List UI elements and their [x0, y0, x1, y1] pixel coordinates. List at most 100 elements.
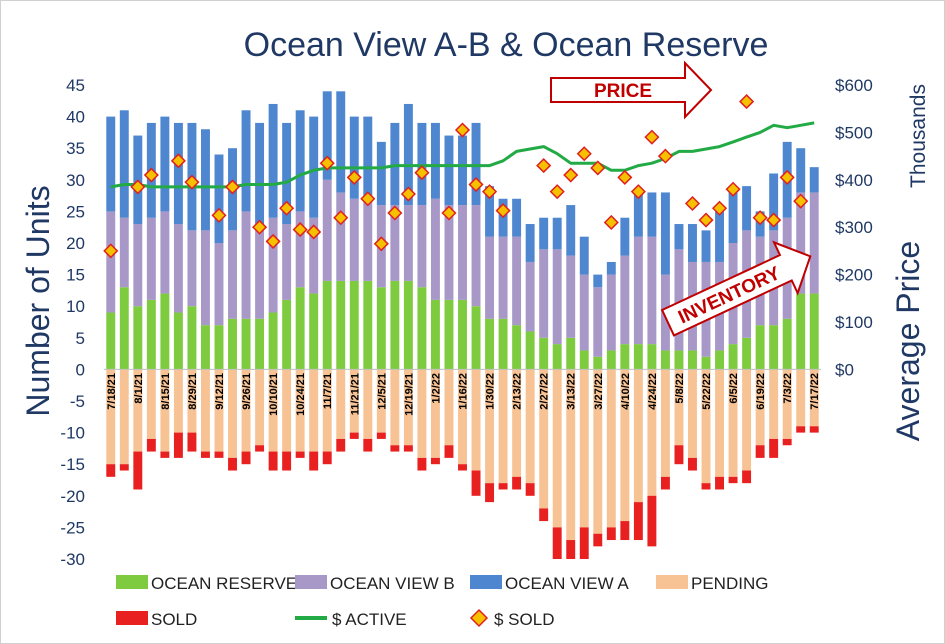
- bar-sold: [688, 457, 697, 471]
- bar-sold: [715, 476, 725, 490]
- bar-pending: [606, 369, 616, 528]
- y2-tick-label: $400: [835, 171, 873, 190]
- bar-pending: [796, 369, 806, 427]
- point-sold-price: [333, 210, 349, 226]
- inventory-arrow-shape: [660, 240, 812, 337]
- bar-ocean-view-a: [485, 186, 495, 237]
- point-sold-price: [684, 195, 701, 212]
- x-tick-label: 4/24/22: [647, 373, 659, 410]
- bar-pending: [512, 369, 522, 477]
- bar-pending: [742, 369, 752, 471]
- legend-swatch-sold: [116, 611, 148, 625]
- bar-sold: [633, 502, 643, 541]
- bar-ocean-view-a: [674, 224, 684, 250]
- x-tick-label: 11/7/21: [322, 373, 334, 409]
- bar-ocean-reserve: [309, 293, 319, 370]
- x-tick-label: 8/15/21: [160, 373, 172, 410]
- point-sold-price: [711, 200, 728, 216]
- bar-ocean-view-a: [268, 103, 278, 218]
- bar-ocean-view-b: [187, 230, 197, 307]
- bar-sold: [498, 483, 508, 490]
- bar-ocean-reserve: [322, 280, 332, 370]
- legend-label-sold-price: $ SOLD: [494, 610, 554, 629]
- bar-pending: [728, 369, 738, 477]
- bar-pending: [809, 369, 819, 427]
- bar-ocean-view-b: [498, 236, 508, 319]
- point-sold-price: [400, 186, 416, 202]
- bar-ocean-view-a: [430, 122, 440, 199]
- bar-ocean-view-b: [282, 224, 292, 300]
- bar-pending: [322, 369, 332, 452]
- legend-label-active-price: $ ACTIVE: [332, 610, 407, 629]
- bar-ocean-reserve: [769, 325, 779, 370]
- bar-pending: [688, 369, 697, 458]
- bar-pending: [417, 369, 427, 458]
- bar-ocean-view-b: [322, 179, 332, 281]
- bar-pending: [552, 369, 562, 528]
- bar-ocean-view-b: [268, 217, 278, 313]
- bar-sold: [485, 483, 495, 503]
- point-sold-price: [224, 179, 241, 195]
- bar-ocean-view-a: [579, 236, 589, 275]
- bar-ocean-view-a: [512, 198, 522, 237]
- bar-ocean-reserve: [444, 299, 454, 370]
- point-sold-price: [319, 155, 335, 171]
- y-tick-label: 40: [66, 108, 85, 127]
- bar-ocean-view-a: [444, 135, 454, 206]
- bar-ocean-reserve: [498, 318, 508, 370]
- bar-ocean-view-a: [390, 122, 400, 206]
- bar-ocean-reserve: [349, 280, 359, 370]
- bar-ocean-reserve: [579, 350, 589, 370]
- bar-ocean-view-a: [742, 186, 752, 231]
- x-tick-label: 3/27/22: [593, 373, 605, 410]
- bar-pending: [458, 369, 467, 465]
- point-sold-price: [739, 94, 755, 110]
- x-tick-label: 7/17/22: [809, 373, 821, 410]
- bar-ocean-reserve: [241, 318, 251, 370]
- y-tick-label: -20: [60, 487, 85, 506]
- bar-ocean-view-b: [444, 205, 454, 300]
- bar-ocean-view-a: [728, 192, 738, 243]
- point-sold-price: [454, 122, 471, 138]
- bar-sold: [647, 495, 657, 547]
- bar-sold: [119, 464, 129, 471]
- bar-ocean-view-a: [322, 91, 332, 180]
- legend-label-ocean-view-b: OCEAN VIEW B: [330, 574, 455, 593]
- bar-pending: [106, 369, 116, 465]
- point-sold-price: [184, 174, 200, 190]
- bar-ocean-view-b: [430, 198, 440, 300]
- bar-pending: [715, 369, 725, 477]
- bar-ocean-view-b: [363, 198, 373, 281]
- bar-ocean-reserve: [255, 318, 265, 370]
- bar-ocean-view-a: [552, 217, 562, 250]
- point-sold-price: [292, 222, 308, 238]
- point-sold-price: [306, 224, 322, 240]
- x-tick-label: 2/13/22: [512, 373, 524, 410]
- bar-ocean-view-b: [471, 205, 481, 307]
- bar-ocean-reserve: [403, 280, 413, 370]
- bar-ocean-reserve: [796, 293, 806, 370]
- bar-ocean-reserve: [458, 299, 467, 370]
- x-tick-label: 10/10/21: [268, 373, 280, 416]
- y-axis-title: Number of Units: [20, 185, 56, 416]
- bar-pending: [539, 369, 549, 509]
- bar-pending: [755, 369, 765, 446]
- bar-ocean-reserve: [809, 293, 819, 370]
- y2-tick-label: $0: [835, 360, 854, 379]
- point-sold-price: [130, 179, 146, 195]
- bar-ocean-reserve: [173, 312, 183, 370]
- bar-pending: [349, 369, 359, 433]
- bar-ocean-view-b: [173, 224, 183, 313]
- bar-ocean-view-a: [295, 110, 305, 212]
- bar-ocean-reserve: [606, 350, 616, 370]
- x-tick-label: 5/22/22: [701, 373, 713, 410]
- bar-ocean-reserve: [512, 325, 522, 370]
- bar-ocean-view-b: [160, 211, 170, 294]
- bar-ocean-view-a: [214, 154, 224, 243]
- point-sold-price: [725, 181, 741, 197]
- bar-ocean-view-a: [647, 192, 657, 237]
- bar-sold: [444, 445, 454, 458]
- bar-pending: [674, 369, 684, 446]
- bar-ocean-view-b: [336, 192, 346, 281]
- bar-sold: [363, 438, 373, 452]
